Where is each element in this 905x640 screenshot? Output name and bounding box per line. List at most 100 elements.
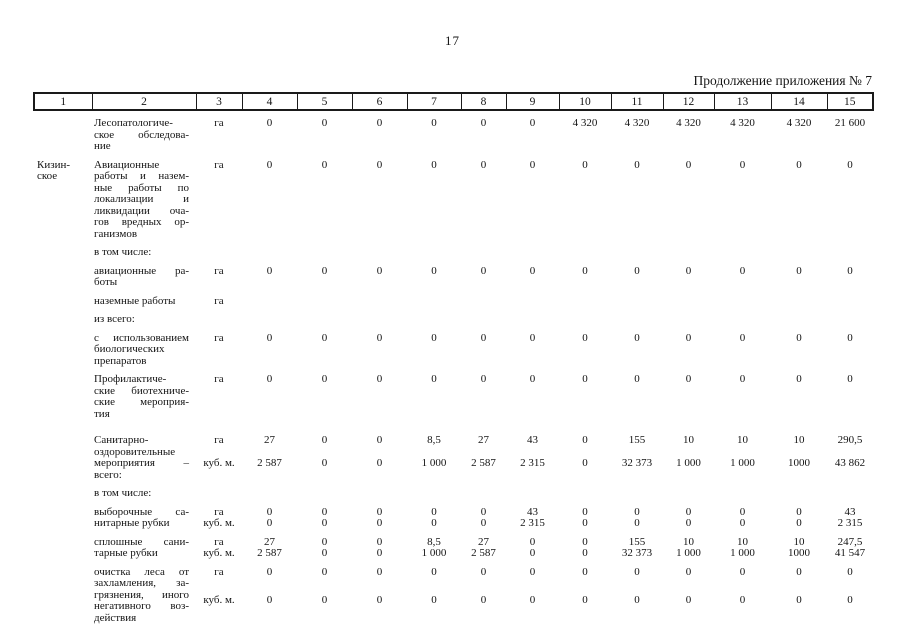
value-cell: 0 xyxy=(685,517,692,529)
value-cell: 0 xyxy=(582,565,588,578)
value-cell: 0 xyxy=(685,594,692,607)
value-cell xyxy=(827,296,873,308)
activity-label: сплошные сани-тарные рубки xyxy=(94,535,189,559)
value-cell: 0 xyxy=(431,264,437,277)
table-row: Кизин-ское Авиационные работы и назем-ные … xyxy=(34,158,873,241)
unit-cell: га xyxy=(214,373,224,385)
value-cell: 43 xyxy=(844,505,856,518)
region-cell xyxy=(34,314,92,326)
value-cell xyxy=(352,247,407,259)
value-cell: 43 862 xyxy=(834,457,866,469)
unit-cell: га xyxy=(214,158,224,171)
value-cell: 0 xyxy=(480,565,487,578)
value-cell: 27 xyxy=(478,434,489,446)
activity-label: в том числе: xyxy=(94,246,152,258)
activity-label: из всего: xyxy=(94,313,135,325)
value-cell xyxy=(407,488,461,500)
value-cell: 0 xyxy=(431,158,437,171)
unit-cell: га xyxy=(214,294,224,307)
table-row: в том числе: xyxy=(34,487,873,500)
value-cell: 21 600 xyxy=(834,117,866,129)
column-number-header: 5 xyxy=(296,92,353,111)
value-cell: 8,5 xyxy=(427,434,441,446)
value-cell: 0 xyxy=(376,434,383,446)
value-cell xyxy=(506,296,559,308)
table-row: выборочные са-нитарные рубки га 0 0 0 0 0 43 0 0 0… xyxy=(34,505,873,529)
value-cell xyxy=(352,314,407,326)
value-cell: 0 xyxy=(376,505,383,518)
value-cell xyxy=(506,314,559,326)
value-cell xyxy=(611,296,663,308)
value-cell: 0 xyxy=(529,158,536,171)
value-cell xyxy=(771,314,827,326)
value-cell: 4 320 xyxy=(624,117,650,129)
value-cell: 2 315 xyxy=(837,517,863,529)
value-cell: 0 xyxy=(321,158,328,171)
unit-cell: куб. м. xyxy=(203,457,235,469)
table-row: очистка леса от захламления, за-грязнения… xyxy=(34,565,873,623)
value-cell: 27 xyxy=(478,535,489,548)
value-cell xyxy=(461,314,506,326)
value-cell: 10 xyxy=(737,434,748,446)
value-cell: 1 000 xyxy=(421,547,447,559)
value-cell xyxy=(611,247,663,259)
column-number-header: 13 xyxy=(713,92,772,111)
value-cell: 0 xyxy=(321,264,328,277)
region-cell xyxy=(34,247,92,259)
value-cell: 0 xyxy=(847,373,853,385)
value-cell: 0 xyxy=(796,505,802,518)
value-cell: 0 xyxy=(376,158,383,171)
row-spacer xyxy=(34,307,873,314)
value-cell: 0 xyxy=(529,565,536,578)
activity-label: выборочные са-нитарные рубки xyxy=(94,505,189,529)
value-cell: 0 xyxy=(376,373,383,385)
value-cell: 0 xyxy=(321,565,328,578)
value-cell: 10 xyxy=(683,434,694,446)
value-cell: 0 xyxy=(529,331,536,344)
appendix-table: 1 2 3 4 5 6 7 8 9 10 11 12 13 14 15 Лесопатологиче-ско… xyxy=(33,92,874,624)
value-cell: 0 xyxy=(266,373,273,385)
column-number-header: 2 xyxy=(91,92,197,111)
value-cell: 0 xyxy=(582,373,588,385)
activity-label: с использованием биологических препаратов xyxy=(94,331,189,367)
value-cell xyxy=(827,247,873,259)
value-cell xyxy=(559,314,611,326)
column-number-header: 4 xyxy=(241,92,298,111)
value-cell xyxy=(461,488,506,500)
column-number-header: 11 xyxy=(610,92,664,111)
value-cell: 0 xyxy=(685,565,692,578)
value-cell: 0 xyxy=(321,517,328,529)
value-cell: 0 xyxy=(739,264,746,277)
row-spacer xyxy=(34,153,873,160)
value-cell: 0 xyxy=(321,547,328,559)
activity-label: очистка леса от захламления, за-грязнения… xyxy=(94,565,189,624)
value-cell: 0 xyxy=(376,457,383,469)
value-cell: 0 xyxy=(582,158,588,171)
value-cell: 2 587 xyxy=(471,457,496,469)
region-cell xyxy=(34,296,92,308)
value-cell: 0 xyxy=(847,158,853,171)
value-cell: 0 xyxy=(739,373,746,385)
table-row: сплошные сани-тарные рубки га 27 0 0 8,5 27 0 0 1… xyxy=(34,535,873,559)
value-cell: 0 xyxy=(847,565,853,578)
table-row: куб. м. 0 0 0 0 0 0 0 0 0 0 0 0 xyxy=(34,595,873,624)
value-cell: 43 xyxy=(527,505,538,518)
activity-label: Санитарно-оздоровительные мероприятия – вс… xyxy=(94,434,189,481)
value-cell: 0 xyxy=(796,331,802,344)
unit-cell: га xyxy=(214,264,224,277)
region-cell xyxy=(34,537,92,560)
unit-cell xyxy=(196,247,242,259)
activity-label: наземные работы xyxy=(94,294,176,307)
value-cell: 27 xyxy=(264,535,275,548)
value-cell xyxy=(242,296,297,308)
value-cell: 0 xyxy=(431,517,437,529)
column-number-header: 10 xyxy=(558,92,612,111)
activity-label: Профилактиче-ские биотехниче-ские меропр… xyxy=(94,373,189,420)
row-spacer xyxy=(34,481,873,488)
column-number-header: 6 xyxy=(351,92,408,111)
value-cell: 0 xyxy=(847,264,853,277)
value-cell xyxy=(714,247,771,259)
page-number: 17 xyxy=(445,33,460,48)
value-cell xyxy=(297,247,352,259)
